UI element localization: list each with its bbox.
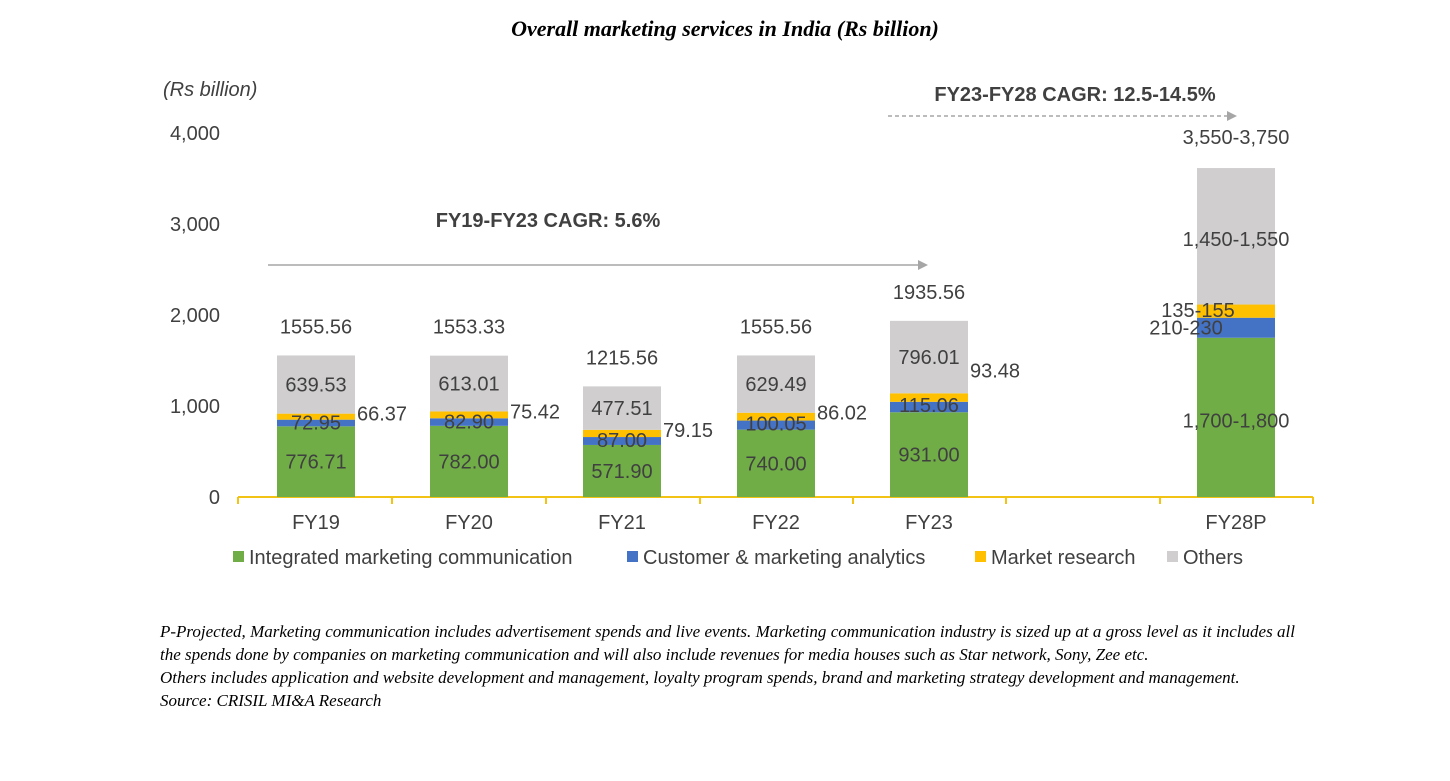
data-label: 1555.56: [280, 316, 352, 338]
data-label: 1,700-1,800: [1183, 411, 1290, 433]
footnote-others: Others includes application and website …: [160, 668, 1240, 687]
y-tick-label: 4,000: [170, 123, 220, 145]
bar-segment: [583, 444, 661, 497]
bar-segment: [583, 429, 661, 438]
y-tick-label: 1,000: [170, 396, 220, 418]
y-tick-label: 3,000: [170, 214, 220, 236]
legend-label: Others: [1183, 547, 1243, 569]
x-tick-label: FY20: [445, 512, 493, 534]
bar-segment: [277, 419, 355, 427]
data-label: 931.00: [898, 445, 959, 467]
x-tick-label: FY21: [598, 512, 646, 534]
data-label: 740.00: [745, 453, 806, 475]
data-label: 82.90: [444, 411, 494, 433]
legend-label: Market research: [991, 547, 1136, 569]
data-label: 3,550-3,750: [1183, 127, 1290, 149]
legend-label: Customer & marketing analytics: [643, 547, 925, 569]
legend-swatch: [1167, 551, 1178, 562]
legend-item: Integrated marketing communication: [233, 547, 573, 569]
bar-segment: [1197, 304, 1275, 318]
bar-segment: [277, 413, 355, 420]
data-label: 1935.56: [893, 282, 965, 304]
data-label: 639.53: [285, 375, 346, 397]
legend-item: Customer & marketing analytics: [627, 547, 925, 569]
footnotes: P-Projected, Marketing communication inc…: [160, 620, 1295, 712]
bar-segment: [430, 355, 508, 412]
data-label: 87.00: [597, 430, 647, 452]
data-label: 776.71: [285, 452, 346, 474]
unit-label: (Rs billion): [163, 79, 257, 101]
data-label: 1215.56: [586, 347, 658, 369]
data-label: 796.01: [898, 347, 959, 369]
data-label: 613.01: [438, 374, 499, 396]
bar-segment: [1197, 337, 1275, 497]
legend-item: Others: [1167, 547, 1243, 569]
data-label: 66.37: [357, 404, 407, 426]
y-tick-label: 2,000: [170, 305, 220, 327]
x-tick-label: FY22: [752, 512, 800, 534]
bar-segment: [1197, 168, 1275, 305]
data-label: 477.51: [591, 398, 652, 420]
legend-swatch: [233, 551, 244, 562]
data-label: 1,450-1,550: [1183, 229, 1290, 251]
data-label: 629.49: [745, 374, 806, 396]
data-label: 100.05: [745, 414, 806, 436]
data-label: 782.00: [438, 451, 499, 473]
data-label: 86.02: [817, 403, 867, 425]
bar-segment: [583, 437, 661, 445]
bar-segment: [890, 393, 968, 402]
data-label: 93.48: [970, 360, 1020, 382]
legend-item: Market research: [975, 547, 1136, 569]
bar-segment: [277, 426, 355, 497]
bar-segment: [430, 425, 508, 497]
legend-swatch: [975, 551, 986, 562]
data-label: 1555.56: [740, 316, 812, 338]
legend-swatch: [627, 551, 638, 562]
data-label: 571.90: [591, 461, 652, 483]
data-label: 75.42: [510, 401, 560, 423]
stacked-bar-chart: (Rs billion) 0 1,000 2,000 3,000 4,000 FY19 FY…: [163, 79, 1314, 569]
bar-segment: [737, 412, 815, 421]
cagr-annotation: FY19-FY23 CAGR: 5.6%: [436, 210, 661, 232]
x-tick-label: FY23: [905, 512, 953, 534]
footnote-projected: P-Projected, Marketing communication inc…: [160, 622, 1295, 664]
bar-segment: [737, 429, 815, 497]
legend-label: Integrated marketing communication: [249, 547, 573, 569]
bar-segment: [583, 386, 661, 430]
bar-segment: [1197, 317, 1275, 338]
bar-segment: [277, 355, 355, 414]
data-label: 115.06: [899, 395, 959, 417]
data-label: 210-230: [1149, 318, 1222, 340]
x-tick-label: FY19: [292, 512, 340, 534]
cagr-annotation: FY23-FY28 CAGR: 12.5-14.5%: [934, 84, 1215, 106]
data-label: 1553.33: [433, 317, 505, 339]
bar-segment: [737, 420, 815, 430]
source-note: Source: CRISIL MI&A Research: [160, 691, 382, 710]
y-tick-label: 0: [209, 487, 220, 509]
bar-segment: [430, 418, 508, 426]
bar-segment: [430, 411, 508, 419]
x-tick-label: FY28P: [1205, 512, 1266, 534]
bar-segment: [890, 412, 968, 497]
chart-title: Overall marketing services in India (Rs …: [511, 16, 939, 41]
data-label: 135-155: [1161, 300, 1234, 322]
bar-segment: [890, 401, 968, 413]
data-label: 79.15: [663, 420, 713, 442]
bar-segment: [890, 320, 968, 394]
data-label: 72.95: [291, 413, 341, 435]
bar-segment: [737, 355, 815, 413]
